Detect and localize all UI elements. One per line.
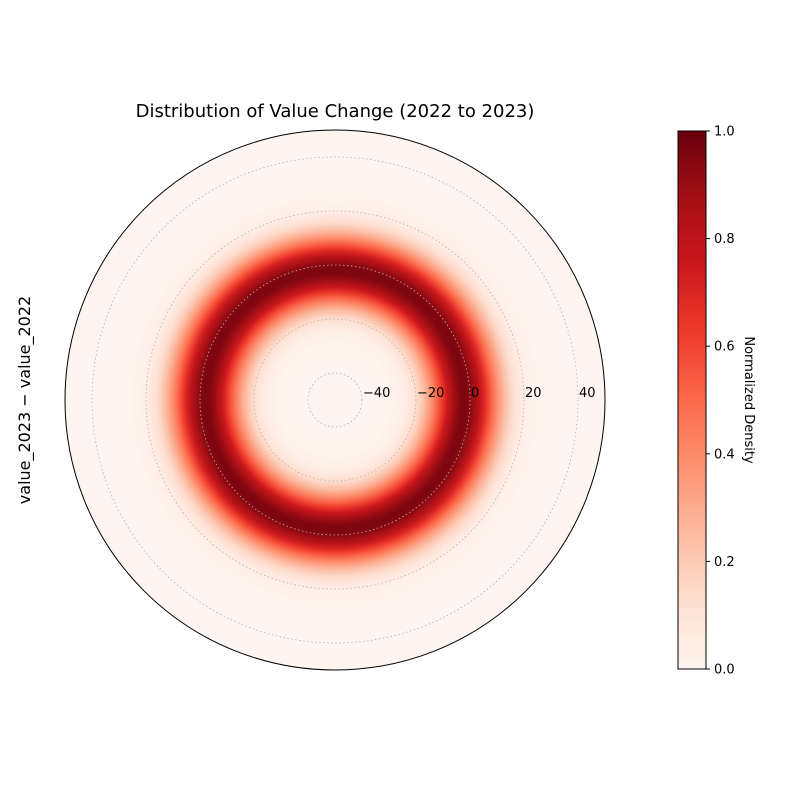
radial-tick-labels: −40 −20 0 20 40: [363, 386, 606, 403]
colorbar-ticks: 0.0 0.2 0.4 0.6 0.8 1.0: [706, 125, 735, 678]
polar-plot-area: −40 −20 0 20 40: [64, 129, 606, 671]
colorbar: 0.0 0.2 0.4 0.6 0.8 1.0 Normalized Density: [677, 125, 756, 678]
radial-grid-circle: [253, 318, 417, 482]
radial-tick-label: −40: [363, 386, 390, 401]
colorbar-tick-label: 1.0: [714, 125, 735, 140]
y-axis-label: value_2023 − value_2022: [15, 296, 35, 504]
radial-tick-label: 0: [471, 386, 479, 401]
radial-grid-circle: [307, 372, 363, 428]
radial-tick-label: −20: [417, 386, 444, 401]
chart-title: Distribution of Value Change (2022 to 20…: [136, 101, 535, 122]
radial-tick-label: 20: [525, 386, 542, 401]
colorbar-tick-label: 0.8: [714, 232, 735, 247]
colorbar-tick-label: 0.6: [714, 340, 735, 355]
colorbar-tick-label: 0.0: [714, 663, 735, 678]
radial-grid-circle: [199, 264, 471, 536]
colorbar-tick-label: 0.2: [714, 555, 735, 570]
colorbar-bar: [677, 130, 707, 670]
radial-tick-label: 40: [579, 386, 596, 401]
radial-grid-circle: [91, 156, 579, 644]
density-ring: [65, 130, 605, 670]
colorbar-tick-label: 0.4: [714, 447, 735, 462]
colorbar-label: Normalized Density: [741, 336, 756, 464]
radial-grid: [91, 156, 579, 644]
radial-grid-circle: [145, 210, 525, 590]
